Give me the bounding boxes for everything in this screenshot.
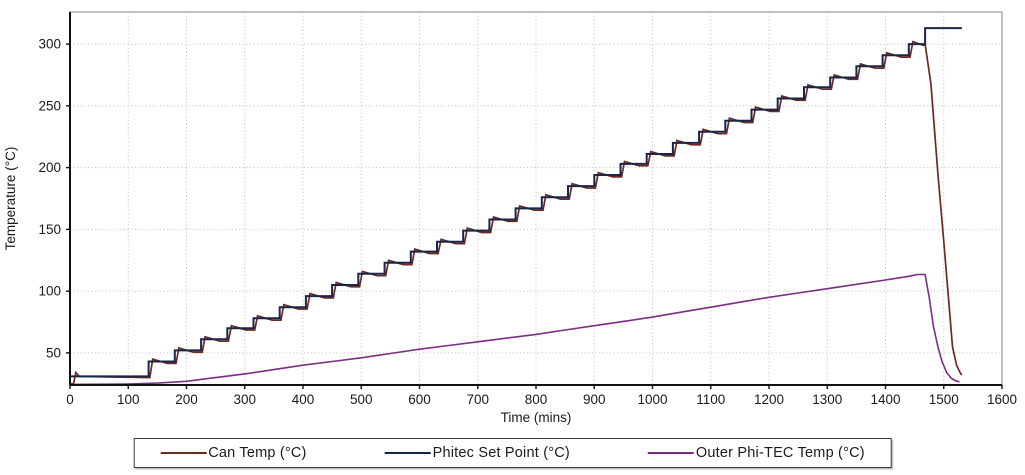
y-tick-label: 50: [46, 345, 61, 360]
legend-label-phitec-set-point: Phitec Set Point (°C): [432, 445, 570, 461]
x-tick-label: 100: [117, 392, 140, 407]
legend-item-outer-phitec-temp: Outer Phi-TEC Temp (°C): [647, 445, 865, 461]
series-line-outer-phitec-temp: [69, 273, 960, 386]
x-tick-label: 500: [350, 392, 373, 407]
legend-line-swatch-phitec-set-point: [384, 452, 431, 454]
x-tick-label: 300: [233, 392, 256, 407]
y-axis-title: Temperature (°C): [3, 147, 18, 251]
x-tick-label: 1500: [929, 392, 959, 407]
x-tick-label: 1300: [812, 392, 842, 407]
x-tick-label: 600: [408, 392, 431, 407]
x-tick-label: 700: [466, 392, 489, 407]
x-tick-label: 800: [525, 392, 548, 407]
legend-label-outer-phitec-temp: Outer Phi-TEC Temp (°C): [695, 445, 865, 461]
y-tick-label: 150: [38, 222, 61, 237]
x-tick-label: 0: [66, 392, 74, 407]
x-tick-label: 1200: [754, 392, 784, 407]
x-tick-label: 1400: [870, 392, 900, 407]
y-tick-label: 200: [38, 160, 61, 175]
x-tick-label: 900: [583, 392, 606, 407]
series-line-phitec-set-point: [70, 27, 962, 378]
chart-legend: Can Temp (°C) Phitec Set Point (°C) Oute…: [133, 438, 892, 468]
y-tick-label: 100: [38, 284, 61, 299]
x-axis-title: Time (mins): [501, 410, 572, 425]
x-tick-label: 1000: [637, 392, 667, 407]
y-tick-label: 300: [38, 37, 61, 52]
x-tick-label: 400: [292, 392, 315, 407]
legend-item-can-temp: Can Temp (°C): [160, 445, 306, 461]
legend-label-can-temp: Can Temp (°C): [208, 445, 307, 461]
plot-background: [0, 0, 1025, 432]
y-tick-label: 250: [38, 98, 61, 113]
plot-area: 0 100 200 300 400 500 600 700 800 900 1000 1100 1200…: [0, 0, 1025, 432]
x-tick-label: 1100: [696, 392, 725, 407]
series-line-can-temp: [70, 40, 963, 385]
x-tick-label: 1600: [987, 392, 1017, 407]
x-tick-label: 200: [175, 392, 198, 407]
legend-item-phitec-set-point: Phitec Set Point (°C): [384, 445, 570, 461]
legend-line-swatch-can-temp: [160, 452, 207, 454]
legend-line-swatch-outer-phitec-temp: [647, 452, 694, 454]
